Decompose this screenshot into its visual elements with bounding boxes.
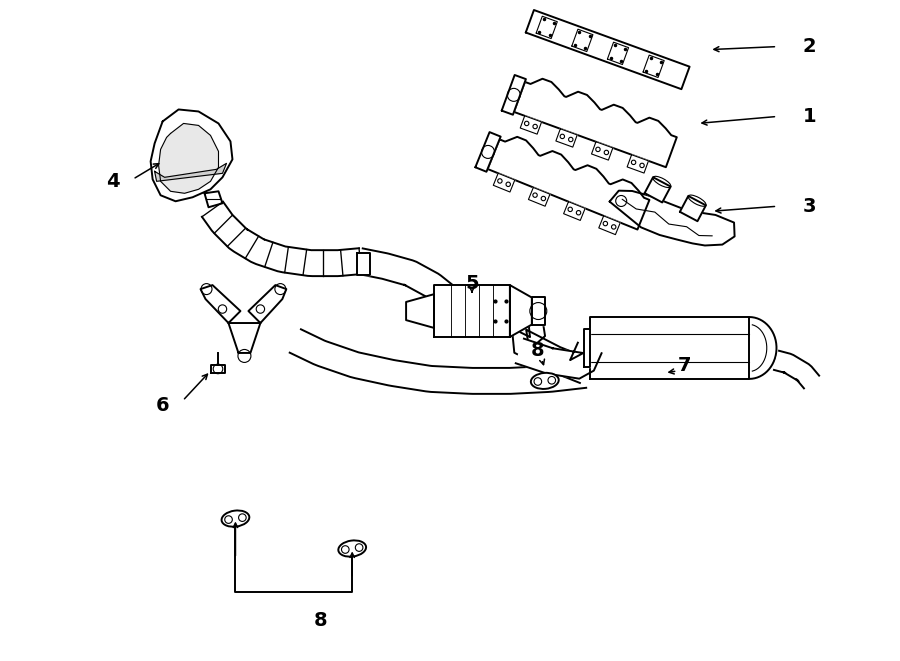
Polygon shape (201, 285, 240, 323)
Polygon shape (150, 110, 232, 201)
Polygon shape (211, 365, 226, 373)
Polygon shape (750, 317, 777, 379)
Text: 4: 4 (106, 172, 120, 191)
Polygon shape (643, 55, 664, 77)
Polygon shape (608, 42, 628, 65)
Polygon shape (563, 202, 585, 220)
Polygon shape (680, 196, 706, 221)
Polygon shape (202, 202, 362, 276)
Ellipse shape (338, 541, 366, 557)
Ellipse shape (531, 373, 559, 389)
Polygon shape (514, 79, 677, 167)
Text: 1: 1 (803, 107, 816, 126)
Polygon shape (475, 132, 500, 172)
Polygon shape (516, 338, 601, 379)
Ellipse shape (221, 510, 249, 527)
Polygon shape (590, 317, 750, 379)
Polygon shape (290, 329, 586, 394)
Polygon shape (528, 188, 550, 206)
Polygon shape (406, 294, 434, 328)
Polygon shape (488, 137, 650, 229)
Polygon shape (644, 177, 670, 202)
Text: 6: 6 (156, 397, 169, 415)
Polygon shape (556, 129, 577, 147)
Text: 2: 2 (803, 37, 816, 56)
Polygon shape (584, 329, 590, 366)
Polygon shape (155, 163, 227, 181)
Polygon shape (493, 173, 515, 192)
Polygon shape (510, 285, 532, 337)
Text: 8: 8 (313, 611, 327, 630)
Polygon shape (248, 285, 286, 323)
Polygon shape (520, 116, 542, 134)
Polygon shape (536, 17, 557, 38)
Polygon shape (526, 10, 689, 89)
Polygon shape (532, 297, 544, 325)
Text: 5: 5 (465, 274, 479, 293)
Polygon shape (204, 191, 222, 208)
Polygon shape (627, 155, 649, 173)
Text: 7: 7 (678, 356, 691, 375)
Polygon shape (357, 249, 460, 311)
Polygon shape (572, 29, 593, 52)
Polygon shape (598, 216, 620, 235)
Polygon shape (229, 323, 260, 353)
Polygon shape (774, 351, 819, 389)
Polygon shape (434, 285, 510, 337)
Text: 8: 8 (531, 342, 544, 360)
Polygon shape (591, 141, 613, 160)
Polygon shape (501, 75, 526, 115)
Polygon shape (158, 124, 219, 193)
Polygon shape (609, 190, 734, 245)
Text: 3: 3 (803, 197, 816, 215)
Polygon shape (357, 253, 370, 275)
Polygon shape (501, 299, 590, 383)
